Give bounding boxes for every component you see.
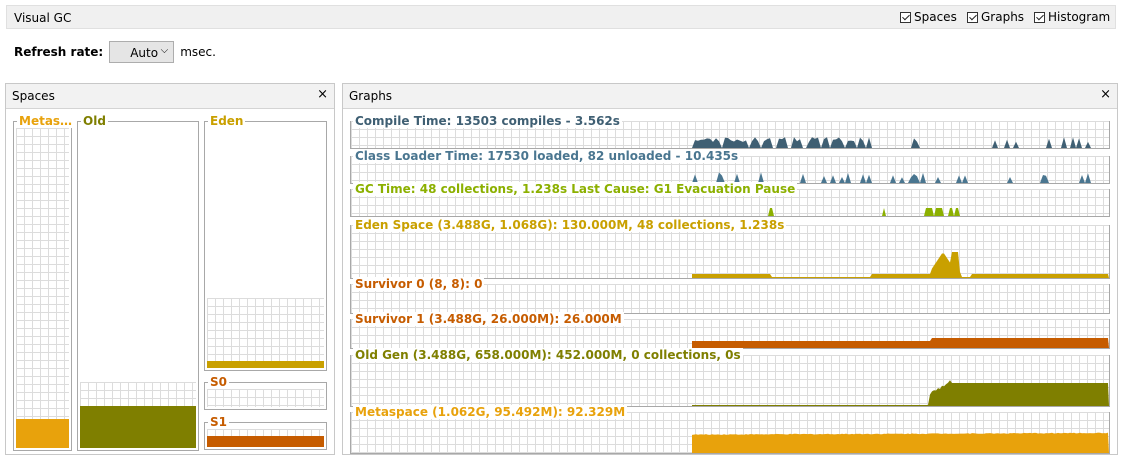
graph-area-fill (692, 137, 1109, 148)
space-grid (207, 389, 324, 407)
graph-plot (350, 412, 1110, 454)
histogram-checkbox-label: Histogram (1048, 10, 1111, 24)
refresh-rate-label: Refresh rate: (14, 45, 104, 59)
graph-label: Metaspace (1.062G, 95.492M): 92.329M (353, 405, 628, 419)
graph-series (692, 172, 1109, 183)
space-fill-s1 (207, 436, 324, 447)
graph-row: Compile Time: 13503 compiles - 3.562s (350, 114, 1110, 149)
space-old: Old (77, 114, 199, 451)
visual-gc-header: Visual GC Spaces Graphs Histogram (6, 5, 1116, 29)
graph-area-fill (692, 338, 1109, 348)
chevron-down-icon[interactable]: ⌵ (160, 45, 169, 56)
graph-label: GC Time: 48 collections, 1.238s Last Cau… (353, 182, 798, 196)
space-fill-eden (207, 360, 324, 368)
graph-row: Survivor 1 (3.488G, 26.000M): 26.000M (350, 312, 1110, 349)
graph-label: Class Loader Time: 17530 loaded, 82 unlo… (353, 149, 741, 163)
graph-series (692, 137, 1109, 148)
space-fill-old (80, 406, 196, 448)
refresh-rate-row: Refresh rate: Auto ⌵ msec. (14, 40, 216, 64)
graph-label: Old Gen (3.488G, 658.000M): 452.000M, 0 … (353, 348, 743, 362)
space-grid (16, 128, 69, 448)
space-label-metaspace: Metas… (17, 114, 75, 128)
space-grid (207, 429, 324, 447)
checkbox-checked-icon[interactable] (967, 11, 978, 23)
spaces-checkbox-label: Spaces (914, 10, 957, 24)
space-eden: Eden (204, 114, 327, 371)
space-fill-metaspace (16, 419, 69, 448)
close-icon[interactable]: × (1100, 87, 1111, 102)
graph-label: Survivor 1 (3.488G, 26.000M): 26.000M (353, 312, 624, 326)
graph-label: Eden Space (3.488G, 1.068G): 130.000M, 4… (353, 218, 787, 232)
refresh-rate-select[interactable]: Auto ⌵ (109, 41, 175, 63)
graph-area-fill (692, 172, 1109, 183)
space-area (207, 128, 324, 368)
graph-row: GC Time: 48 collections, 1.238s Last Cau… (350, 182, 1110, 217)
close-icon[interactable]: × (317, 87, 328, 102)
space-s0: S0 (204, 375, 327, 410)
graphs-panel-title: Graphs (349, 89, 393, 103)
spaces-checkbox[interactable]: Spaces (900, 10, 957, 24)
graph-area-fill (692, 380, 1109, 406)
graph-plot (350, 355, 1110, 407)
graph-series (692, 380, 1109, 406)
graph-label: Compile Time: 13503 compiles - 3.562s (353, 114, 622, 128)
graph-label: Survivor 0 (8, 8): 0 (353, 277, 485, 291)
refresh-rate-value: Auto (130, 46, 159, 60)
graphs-checkbox-label: Graphs (981, 10, 1025, 24)
checkbox-checked-icon[interactable] (1034, 11, 1045, 23)
graph-area-fill (692, 208, 1109, 216)
refresh-rate-unit: msec. (180, 45, 216, 59)
graph-area-fill (692, 252, 1109, 278)
graph-row: Old Gen (3.488G, 658.000M): 452.000M, 0 … (350, 348, 1110, 407)
space-metaspace: Metas… (13, 114, 75, 451)
space-label-s0: S0 (208, 375, 229, 389)
graph-row: Metaspace (1.062G, 95.492M): 92.329M (350, 405, 1110, 454)
checkbox-checked-icon[interactable] (900, 11, 911, 23)
graph-area-fill (692, 432, 1109, 453)
histogram-checkbox[interactable]: Histogram (1034, 10, 1110, 24)
graph-row: Eden Space (3.488G, 1.068G): 130.000M, 4… (350, 218, 1110, 279)
graph-row: Survivor 0 (8, 8): 0 (350, 277, 1110, 314)
graph-series (692, 432, 1109, 453)
window-title: Visual GC (14, 11, 72, 25)
space-label-eden: Eden (208, 114, 246, 128)
space-s1: S1 (204, 415, 327, 450)
graphs-checkbox[interactable]: Graphs (967, 10, 1024, 24)
space-label-s1: S1 (208, 415, 229, 429)
space-area (80, 128, 196, 448)
graph-row: Class Loader Time: 17530 loaded, 82 unlo… (350, 149, 1110, 184)
spaces-panel-title: Spaces (12, 89, 55, 103)
space-grid (207, 298, 324, 368)
graph-plot (350, 225, 1110, 279)
graph-series (692, 338, 1109, 348)
graphs-panel-header: Graphs × (343, 84, 1117, 109)
space-label-old: Old (81, 114, 108, 128)
spaces-panel-header: Spaces × (6, 84, 334, 109)
graph-series (692, 252, 1109, 278)
